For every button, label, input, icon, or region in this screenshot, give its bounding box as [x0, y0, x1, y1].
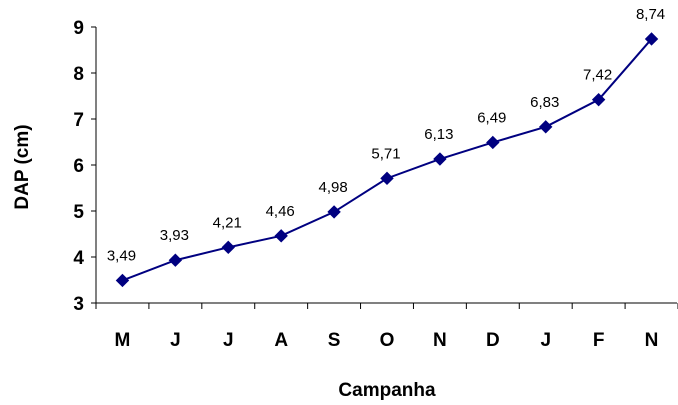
data-label: 6,13 — [424, 126, 453, 143]
x-tick-label: F — [593, 330, 605, 351]
data-label: 4,98 — [318, 179, 347, 196]
data-label: 8,74 — [636, 6, 665, 23]
y-axis-title: DAP (cm) — [12, 124, 33, 209]
y-tick-label: 9 — [73, 18, 84, 39]
data-point-marker — [433, 152, 447, 166]
data-point-marker — [486, 135, 500, 150]
data-point-marker — [274, 229, 288, 243]
y-tick-label: 3 — [73, 294, 84, 315]
data-point-marker — [168, 253, 183, 267]
x-tick-label: O — [380, 330, 395, 351]
data-point-marker — [221, 240, 235, 255]
data-label: 3,93 — [160, 227, 189, 244]
y-ticks: 3 4 5 6 7 8 9 — [73, 18, 96, 315]
x-tick-label: A — [274, 330, 288, 351]
x-tick-label: D — [486, 330, 500, 351]
x-tick-label: J — [540, 330, 551, 351]
data-label: 5,71 — [371, 145, 400, 162]
series-layer: 3,49 3,93 4,21 4,46 4,98 5,71 6,13 6,49 6,83 7,42… — [107, 6, 665, 288]
x-tick-label: N — [645, 330, 659, 351]
x-axis-title: Campanha — [338, 380, 436, 401]
data-label: 7,42 — [583, 67, 612, 84]
x-tick-label: J — [170, 330, 181, 351]
y-tick-label: 7 — [73, 110, 84, 131]
x-tick-label: S — [328, 330, 341, 351]
data-label: 4,21 — [213, 214, 242, 231]
x-tick-label: M — [115, 330, 131, 351]
x-tick-label: N — [433, 330, 447, 351]
data-point-marker — [115, 273, 130, 288]
data-label: 6,49 — [477, 109, 506, 126]
data-point-marker — [591, 92, 606, 107]
data-label: 4,46 — [266, 203, 295, 220]
y-axis: 3 4 5 6 7 8 9 — [73, 18, 97, 315]
y-tick-label: 5 — [73, 202, 84, 223]
y-tick-label: 8 — [73, 64, 84, 85]
data-point-marker — [539, 120, 553, 134]
data-label: 6,83 — [530, 94, 559, 111]
data-label: 3,49 — [107, 247, 136, 264]
y-tick-label: 4 — [73, 248, 84, 269]
data-point-marker — [644, 32, 659, 46]
x-tick-label: J — [223, 330, 234, 351]
y-tick-label: 6 — [73, 156, 84, 177]
data-point-marker — [380, 171, 394, 186]
data-point-marker — [327, 205, 341, 219]
